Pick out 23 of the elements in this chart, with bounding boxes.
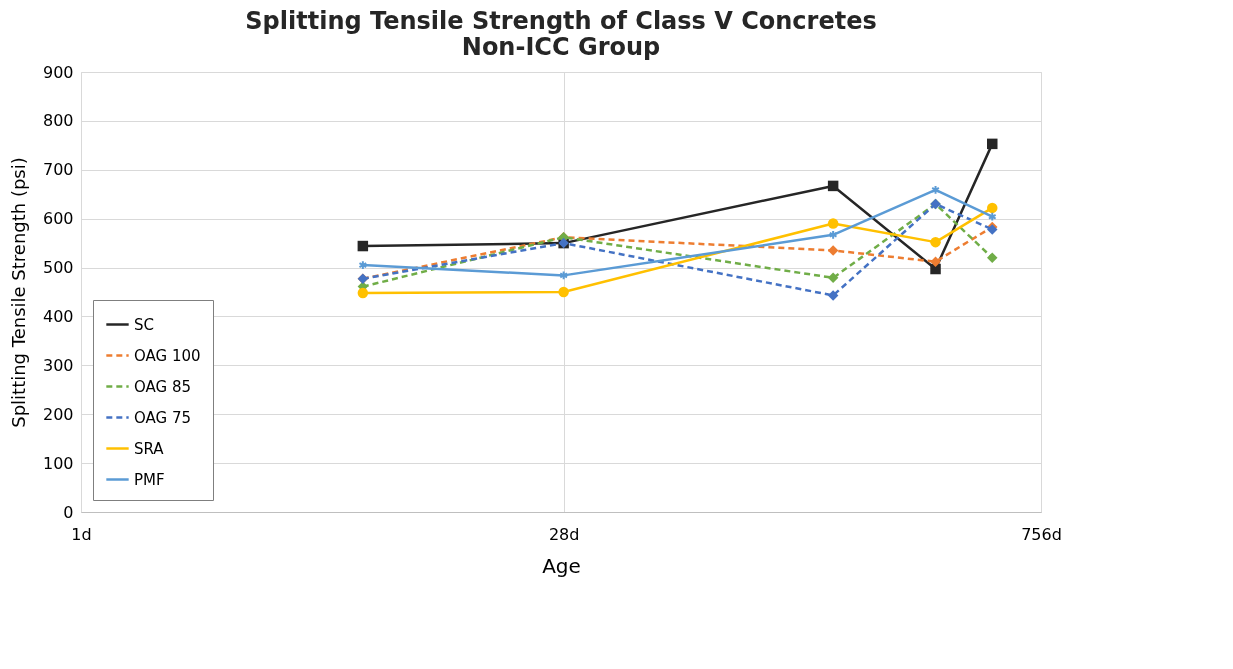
legend-label: SRA [134, 439, 165, 458]
legend-label: SC [134, 315, 154, 334]
x-tick-label: 1d [71, 524, 92, 544]
text: Splitting Tensile Strength of Class V Concretes [245, 7, 877, 35]
y-tick-label: 600 [42, 209, 74, 229]
legend-label: OAG 75 [134, 408, 192, 427]
legend-label: OAG 85 [134, 377, 192, 396]
y-tick-label: 700 [42, 160, 74, 180]
legend-label: PMF [134, 470, 165, 489]
legend-label: OAG 100 [134, 346, 201, 365]
x-tick-label: 756d [1021, 524, 1062, 544]
y-tick-label: 900 [42, 62, 74, 82]
x-tick-label: 28d [548, 524, 580, 544]
y-tick-label: 200 [42, 404, 74, 424]
y-tick-label: 400 [42, 306, 74, 326]
y-tick-label: 100 [42, 453, 74, 473]
y-tick-label: 500 [42, 258, 74, 278]
y-tick-label: 800 [42, 111, 74, 131]
x-axis-title: Age [542, 553, 581, 578]
y-axis-title: Splitting Tensile Strength (psi) [7, 157, 29, 428]
text: Non-ICC Group [461, 33, 661, 61]
y-tick-label: 0 [63, 502, 74, 522]
y-tick-label: 300 [42, 355, 74, 375]
